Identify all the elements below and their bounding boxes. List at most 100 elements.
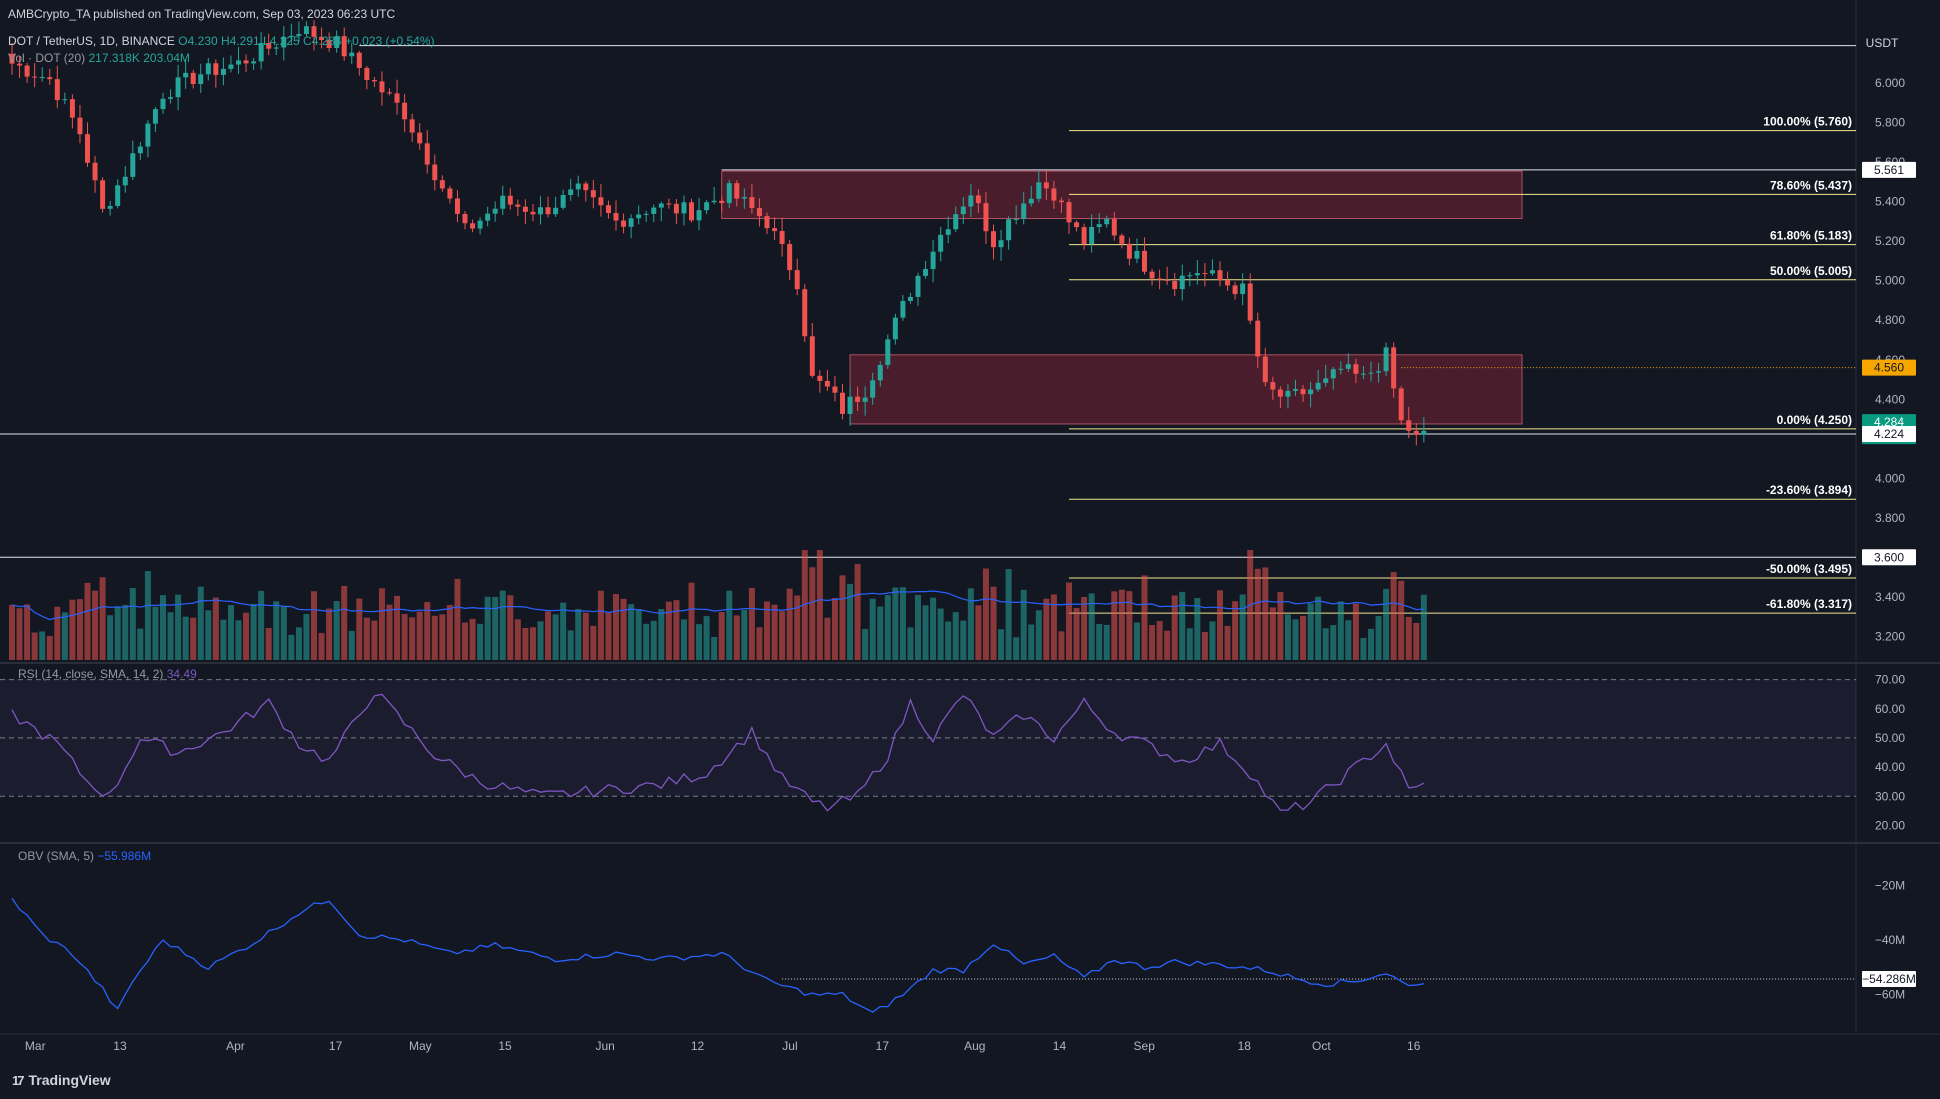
fib-label: -50.00% (3.495) <box>1766 562 1852 576</box>
candle-body <box>492 208 498 214</box>
rsi-tick: 60.00 <box>1875 702 1905 716</box>
volume-bar <box>1300 615 1307 660</box>
obv-tick: −20M <box>1875 878 1905 892</box>
volume-label[interactable]: Vol · DOT (20) <box>8 51 86 65</box>
candle-body <box>945 229 951 235</box>
candle-body <box>877 364 883 381</box>
candle-body <box>538 207 543 215</box>
candle-body <box>749 197 755 209</box>
volume-bar <box>318 633 325 660</box>
volume-bar <box>1368 628 1374 660</box>
rsi-label[interactable]: RSI (14, close, SMA, 14, 2) <box>18 667 164 681</box>
candle-body <box>1383 347 1389 372</box>
price-badge <box>1862 426 1916 443</box>
price-badge <box>1862 549 1916 566</box>
candle-body <box>515 204 521 207</box>
volume-bar <box>718 612 725 660</box>
volume-bar <box>197 586 204 660</box>
candle-body <box>1413 430 1419 435</box>
volume-bar <box>499 590 506 660</box>
obv-label[interactable]: OBV (SMA, 5) <box>18 849 95 863</box>
candle-body <box>636 214 642 219</box>
candle-body <box>54 79 60 101</box>
volume-bar <box>160 595 166 660</box>
candle-body <box>485 213 491 221</box>
volume-bar <box>960 620 967 660</box>
volume-bar <box>1352 603 1359 660</box>
symbol-title[interactable]: DOT / TetherUS, 1D, BINANCE <box>8 34 175 48</box>
candle-body <box>530 211 536 215</box>
volume-bar <box>982 568 989 660</box>
volume-bar <box>175 594 182 660</box>
volume-bar <box>326 608 333 660</box>
candle-body <box>673 203 679 214</box>
rsi-tick: 20.00 <box>1875 818 1905 832</box>
price-tick: 3.400 <box>1875 590 1905 604</box>
tradingview-footer[interactable]: 17 TradingView <box>12 1072 111 1088</box>
volume-bar <box>137 628 144 660</box>
volume-bar <box>514 619 521 660</box>
volume-bar <box>665 601 672 660</box>
volume-bar <box>1013 637 1020 660</box>
published-text: AMBCrypto_TA published on TradingView.co… <box>8 7 396 21</box>
candle-body <box>85 134 90 163</box>
volume-bar <box>1058 631 1065 660</box>
price-tick: 5.000 <box>1875 274 1905 288</box>
candle-body <box>273 47 279 49</box>
candle-body <box>251 61 257 64</box>
volume-bar <box>779 611 786 660</box>
candle-body <box>500 195 506 209</box>
candle-body <box>1323 378 1329 383</box>
candle-body <box>779 231 785 245</box>
candle-body <box>583 183 589 191</box>
candle-body <box>892 317 898 340</box>
volume-bar <box>862 628 869 660</box>
volume-legend: Vol · DOT (20) 217.318K 203.04M <box>8 51 190 65</box>
candle-body <box>689 202 694 221</box>
volume-bar <box>794 595 801 660</box>
volume-bar <box>839 575 846 660</box>
volume-bar <box>1405 616 1412 660</box>
volume-bar <box>1126 591 1133 660</box>
volume-bar <box>680 619 687 660</box>
candle-body <box>47 77 53 80</box>
candle-body <box>160 98 166 110</box>
volume-bar <box>597 590 604 660</box>
candle-body <box>802 289 808 337</box>
candle-body <box>1308 389 1314 395</box>
candle-body <box>756 208 762 217</box>
volume-bar <box>424 602 431 660</box>
fib-label: 78.60% (5.437) <box>1770 178 1852 192</box>
volume-bar <box>1390 572 1397 660</box>
candle-body <box>439 180 445 189</box>
obv-legend: OBV (SMA, 5) −55.986M <box>18 849 151 863</box>
volume-bar <box>243 612 250 660</box>
horizontal-levels <box>0 45 1856 558</box>
candle-body <box>303 26 309 35</box>
candle-body <box>1066 202 1072 223</box>
time-tick: 14 <box>1053 1039 1067 1053</box>
volume-bar <box>1420 594 1427 660</box>
price-badge <box>1862 359 1916 376</box>
price-axis[interactable]: 6.0005.8005.6005.4005.2005.0004.8004.600… <box>1866 36 1906 1002</box>
volume-bar <box>522 627 529 660</box>
candle-body <box>462 213 468 224</box>
symbol-line: DOT / TetherUS, 1D, BINANCE O4.230 H4.29… <box>8 34 435 48</box>
candle-body <box>983 203 989 232</box>
volume-bar <box>114 606 121 660</box>
candle-body <box>598 197 604 206</box>
fib-label: 50.00% (5.005) <box>1770 264 1852 278</box>
price-tick: 3.200 <box>1875 629 1905 643</box>
candle-body <box>447 188 453 199</box>
candle-body <box>1172 280 1178 290</box>
price-badge-label: 4.560 <box>1874 361 1904 375</box>
candle-body <box>424 143 430 165</box>
candle-body <box>137 146 143 154</box>
volume-bar <box>295 627 302 660</box>
fib-label: 61.80% (5.183) <box>1770 229 1852 243</box>
time-axis[interactable]: Mar 13 Apr 17 May 15 Jun 12 Jul 17 Aug 14 Sep 18 Oct 16 <box>25 1039 1421 1053</box>
candle-body <box>862 397 868 402</box>
volume-bar <box>688 582 695 660</box>
candle-body <box>1255 320 1261 357</box>
